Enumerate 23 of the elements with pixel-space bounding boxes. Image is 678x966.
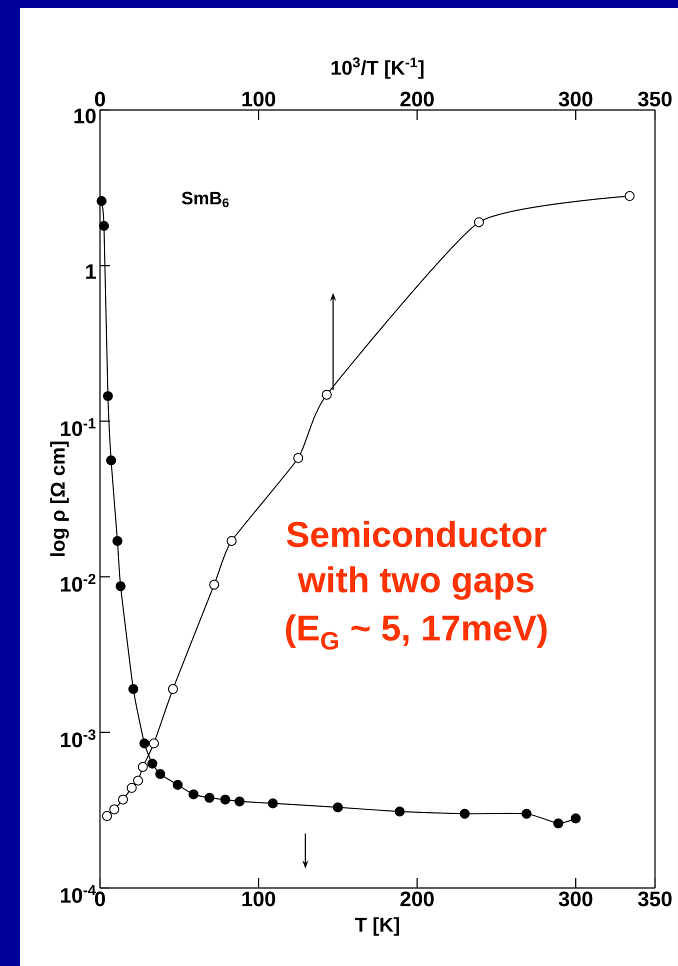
y-tick-label: 10$^{-4}$ — [61, 885, 96, 903]
x2-tick-label: 0 — [95, 92, 105, 106]
annotation: with two gaps — [298, 566, 534, 600]
y-tick-label: 10 — [74, 108, 96, 124]
x-tick-label: 300 — [558, 892, 592, 906]
x-tick-label: 100 — [242, 892, 276, 906]
x-tick-label: 350 — [638, 892, 672, 906]
y-tick-label: 10$^{-2}$ — [61, 574, 96, 592]
x2-tick-label: 300 — [558, 92, 592, 106]
x-axis-title: T [K] — [355, 917, 400, 936]
annotation: SmB$_{6}$ — [182, 192, 229, 208]
x2-axis-title: 10$^{3}$/T [K$^{-1}$] — [332, 57, 424, 79]
y-tick-label: 10$^{-3}$ — [61, 729, 96, 748]
x2-tick-label: 200 — [400, 92, 434, 106]
x2-tick-label: 100 — [242, 92, 276, 106]
y-axis-title: log ρ [Ω cm] — [50, 442, 69, 556]
annotation: Semiconductor — [286, 520, 546, 548]
x-tick-label: 0 — [95, 892, 105, 906]
y-tick-label: 10$^{-1}$ — [61, 418, 96, 436]
x2-tick-label: 350 — [638, 92, 672, 106]
x-tick-label: 200 — [400, 892, 434, 906]
annotation: (E$_{G}$ ~ 5, 17meV) — [286, 614, 547, 650]
y-tick-label: 1 — [86, 264, 96, 279]
